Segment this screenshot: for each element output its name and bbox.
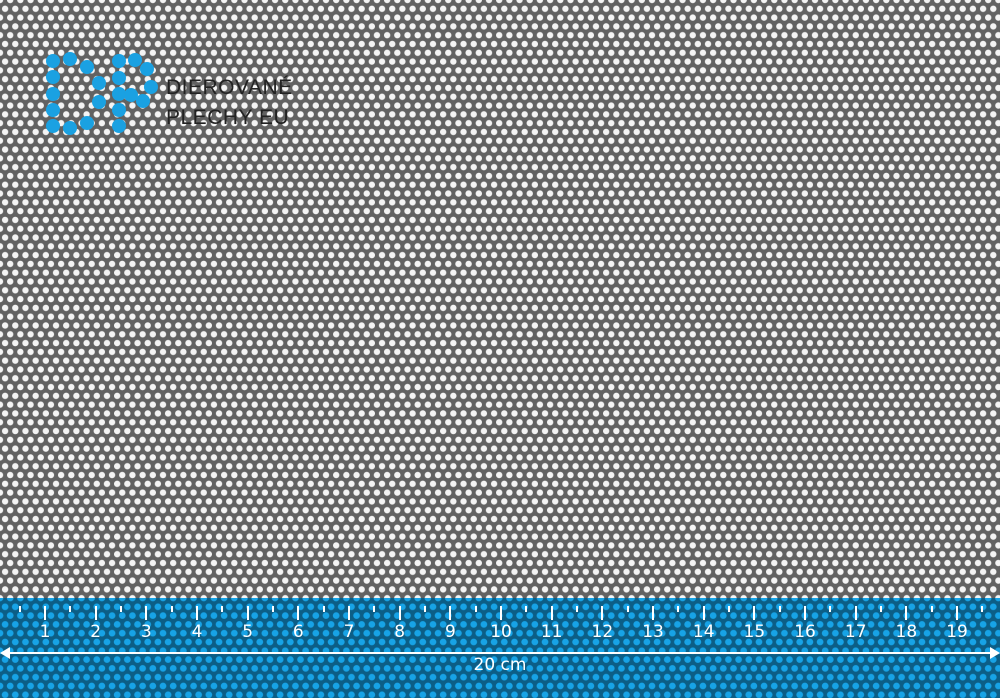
tick-label: 14 — [692, 622, 715, 642]
logo-dot — [124, 88, 138, 102]
minor-tick — [626, 606, 629, 612]
minor-tick — [373, 606, 376, 612]
minor-tick — [424, 606, 427, 612]
logo-dot — [80, 60, 94, 74]
tick-label: 1 — [39, 622, 51, 642]
minor-tick — [322, 606, 325, 612]
major-tick — [804, 606, 807, 620]
tick-label: 19 — [946, 622, 968, 642]
logo-dot — [112, 54, 126, 68]
major-tick — [246, 606, 249, 620]
minor-tick — [829, 606, 832, 612]
major-tick — [449, 606, 452, 620]
tick-label: 3 — [140, 622, 152, 642]
tick-label: 12 — [591, 622, 614, 642]
major-tick — [854, 606, 857, 620]
major-tick — [601, 606, 604, 620]
brand-line-2: PLECHY EU — [166, 106, 290, 129]
logo-dot — [112, 71, 126, 85]
minor-tick — [525, 606, 528, 612]
arrow-right-icon — [990, 647, 1000, 659]
logo-dot — [112, 87, 126, 101]
major-tick — [500, 606, 503, 620]
measure-arrow — [6, 652, 994, 654]
major-tick — [348, 606, 351, 620]
tick-label: 9 — [444, 622, 456, 642]
logo-dot — [46, 103, 60, 117]
tick-label: 13 — [642, 622, 664, 642]
minor-tick — [981, 606, 984, 612]
logo-dot — [128, 53, 142, 67]
logo-dot — [92, 95, 106, 109]
major-tick — [753, 606, 756, 620]
major-tick — [145, 606, 148, 620]
brand-line-1: DIEROVANÉ — [166, 76, 293, 99]
logo-dot — [46, 70, 60, 84]
tick-label: 18 — [895, 622, 918, 642]
tick-label: 15 — [743, 622, 766, 642]
major-tick — [702, 606, 705, 620]
tick-label: 2 — [90, 622, 102, 642]
tick-label: 7 — [343, 622, 355, 642]
major-tick — [398, 606, 401, 620]
total-length-label: 20 cm — [473, 655, 527, 675]
logo-dot — [46, 119, 60, 133]
minor-tick — [930, 606, 933, 612]
tick-label: 6 — [292, 622, 304, 642]
major-tick — [44, 606, 46, 620]
minor-tick — [18, 606, 21, 612]
minor-tick — [272, 606, 274, 612]
logo-dot — [80, 116, 94, 130]
logo-dot — [92, 76, 106, 90]
minor-tick — [677, 606, 680, 612]
tick-label: 4 — [191, 622, 203, 642]
logo: DIEROVANÉ PLECHY EU — [40, 50, 320, 140]
minor-tick — [170, 606, 173, 612]
minor-tick — [221, 606, 224, 612]
logo-dot — [46, 87, 60, 101]
perforated-sheet-photo — [0, 0, 1000, 598]
tick-label: 11 — [540, 622, 563, 642]
minor-tick — [728, 606, 731, 612]
minor-tick — [474, 606, 477, 612]
minor-tick — [120, 606, 122, 612]
tick-label: 5 — [242, 622, 254, 642]
major-tick — [94, 606, 97, 620]
logo-dot — [136, 94, 150, 108]
major-tick — [956, 606, 959, 620]
logo-dot — [144, 80, 158, 94]
minor-tick — [576, 606, 579, 612]
tick-label: 10 — [490, 622, 512, 642]
minor-tick — [69, 606, 72, 612]
major-tick — [297, 606, 300, 620]
major-tick — [550, 606, 553, 620]
major-tick — [196, 606, 198, 620]
logo-dot — [63, 52, 77, 66]
tick-label: 17 — [844, 622, 867, 642]
logo-dot — [63, 121, 77, 135]
arrow-left-icon — [0, 647, 10, 659]
minor-tick — [880, 606, 883, 612]
ruler: 1 2 3 4 5 6 7 8 9 10 11 12 13 14 15 16 17 18 19 20 cm — [0, 598, 1000, 698]
tick-label: 8 — [394, 622, 406, 642]
logo-dot — [46, 54, 60, 68]
logo-dot — [112, 119, 126, 133]
logo-dot — [140, 62, 154, 76]
logo-dot — [112, 103, 126, 117]
major-tick — [652, 606, 655, 620]
tick-label: 16 — [794, 622, 816, 642]
major-tick — [905, 606, 908, 620]
minor-tick — [778, 606, 781, 612]
